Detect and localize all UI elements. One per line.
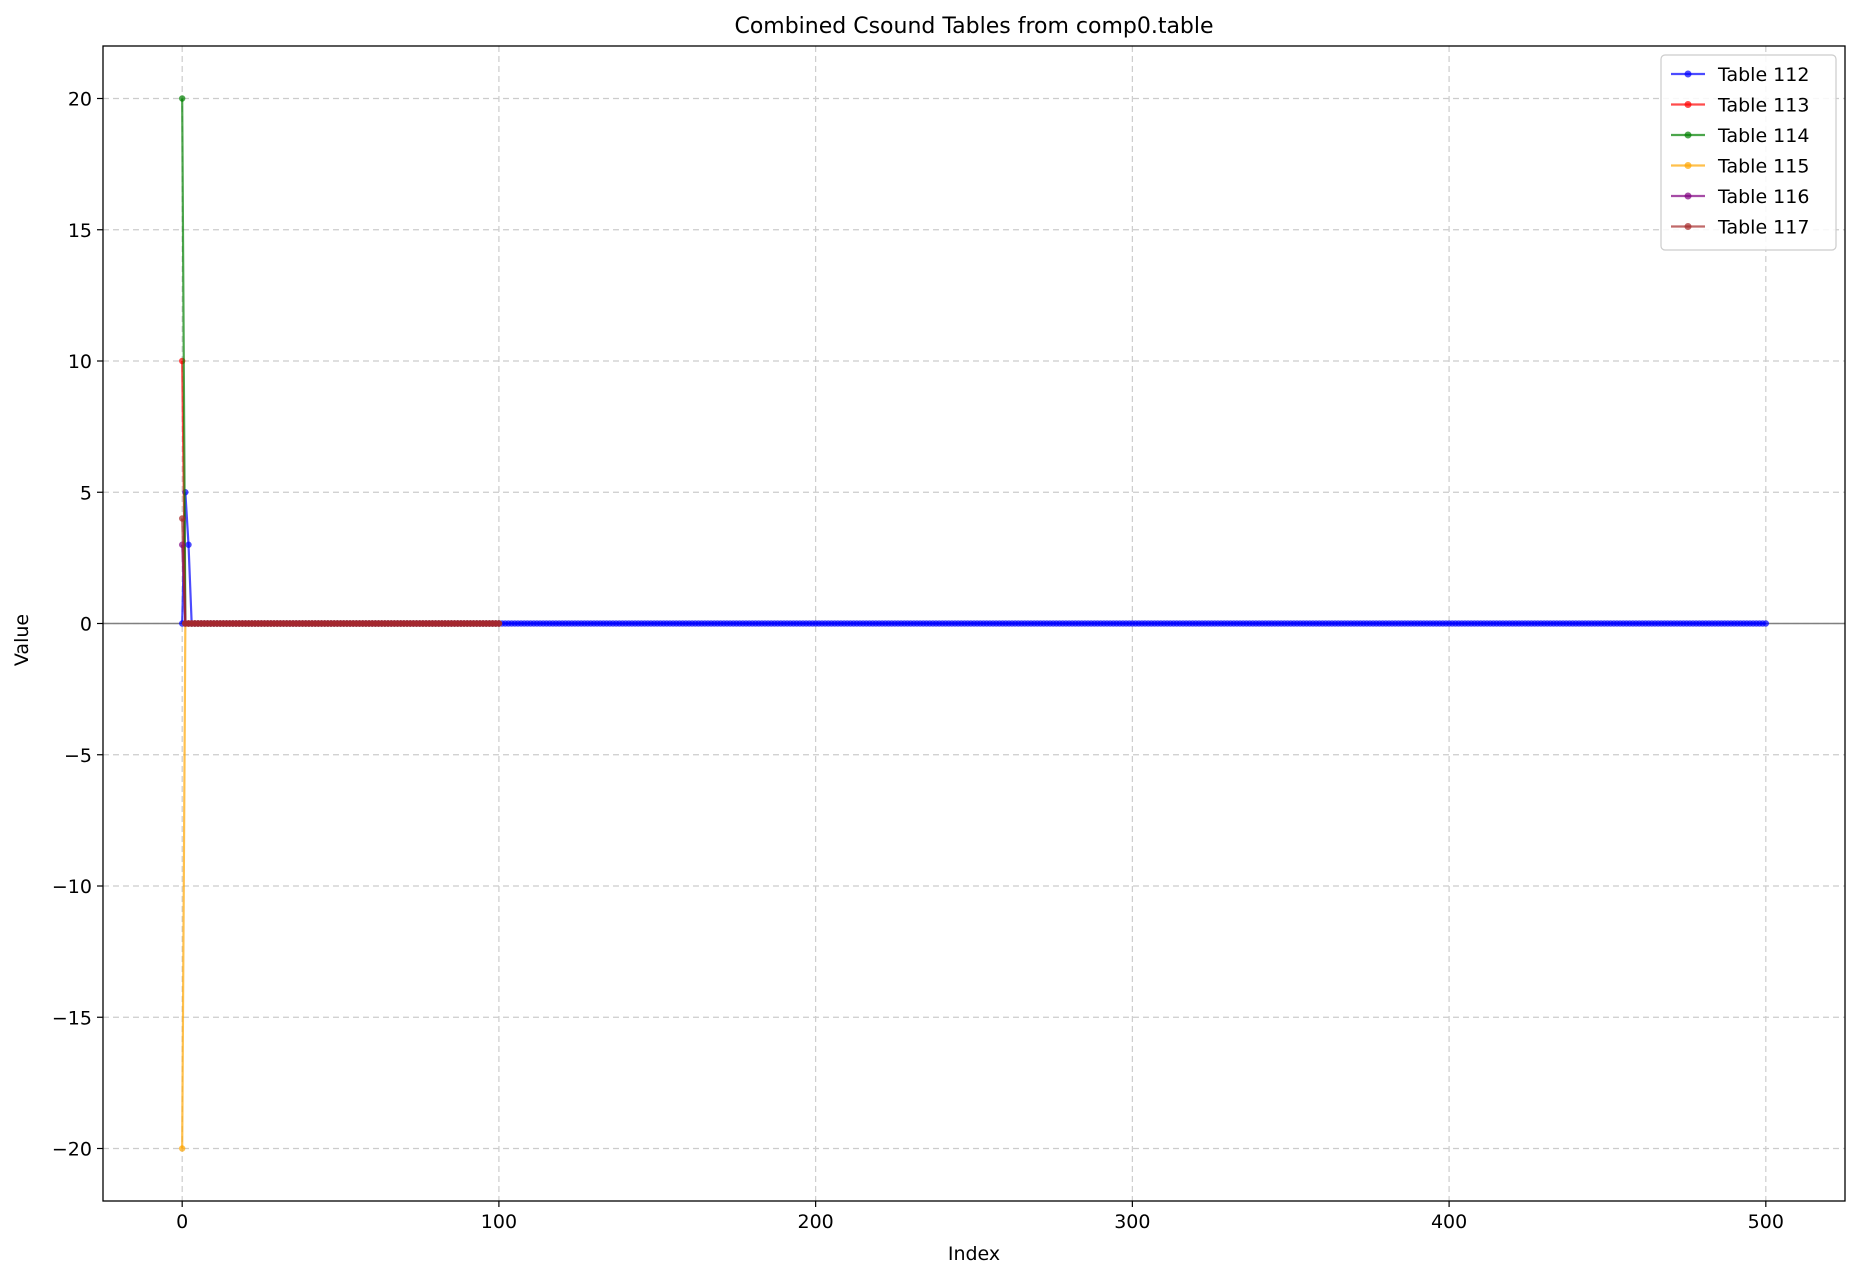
x-axis-ticks: 0 100 200 300 400 500 [176, 1201, 1784, 1233]
legend-swatch-marker [1684, 131, 1692, 139]
x-tick-label: 200 [798, 1211, 834, 1233]
y-tick-label: 0 [80, 614, 92, 636]
x-tick-label: 500 [1748, 1211, 1784, 1233]
legend-label: Table 116 [1717, 186, 1809, 208]
legend-swatch-marker [1684, 162, 1692, 169]
y-tick-label: −20 [52, 1139, 92, 1161]
x-tick-label: 0 [176, 1211, 188, 1233]
y-axis-label: Value [11, 614, 33, 666]
legend-item: Table 113 [1671, 95, 1809, 117]
data-point [178, 95, 186, 102]
chart-title: Combined Csound Tables from comp0.table [734, 14, 1213, 39]
y-tick-label: 15 [68, 220, 92, 242]
y-tick-label: 5 [80, 482, 92, 504]
y-tick-label: 20 [68, 89, 92, 111]
series-layer [178, 95, 1770, 1152]
series-line [181, 622, 499, 1149]
series-line [181, 544, 499, 625]
series-table-112 [178, 489, 1770, 627]
data-point [495, 620, 503, 627]
legend-label: Table 117 [1717, 217, 1809, 239]
data-point [178, 515, 186, 522]
series-line [181, 360, 499, 625]
legend-item: Table 115 [1671, 156, 1809, 178]
legend-item: Table 114 [1671, 125, 1809, 147]
series-line [181, 492, 1766, 625]
legend-item: Table 117 [1671, 217, 1809, 239]
legend-swatch-marker [1684, 101, 1692, 108]
data-point [185, 541, 192, 548]
y-tick-label: −15 [52, 1007, 92, 1029]
legend-swatch-marker [1684, 192, 1692, 200]
legend-item: Table 116 [1671, 186, 1809, 208]
data-point [178, 1145, 186, 1152]
legend-label: Table 114 [1717, 125, 1809, 147]
series-table-116 [178, 541, 503, 627]
y-tick-label: 10 [68, 351, 92, 373]
x-axis-label: Index [948, 1243, 1000, 1265]
legend-label: Table 115 [1717, 156, 1809, 178]
legend: Table 112 Table 113 Table 114 Table 115 Tabl… [1660, 54, 1837, 251]
series-table-117 [178, 515, 503, 627]
legend-swatch-marker [1684, 70, 1692, 78]
x-tick-label: 400 [1431, 1211, 1467, 1233]
series-line [181, 98, 499, 625]
legend-item: Table 112 [1671, 64, 1809, 86]
grid-lines [103, 46, 1845, 1201]
data-point [1762, 620, 1770, 627]
legend-label: Table 113 [1717, 95, 1809, 117]
y-tick-label: −5 [64, 745, 92, 767]
y-axis-ticks: −20 −15 −10 −5 0 5 10 15 20 [52, 89, 103, 1161]
x-tick-label: 100 [481, 1211, 517, 1233]
legend-label: Table 112 [1717, 64, 1809, 86]
y-tick-label: −10 [52, 876, 92, 898]
legend-swatch-marker [1684, 223, 1692, 230]
x-tick-label: 300 [1114, 1211, 1150, 1233]
series-line [181, 518, 499, 625]
